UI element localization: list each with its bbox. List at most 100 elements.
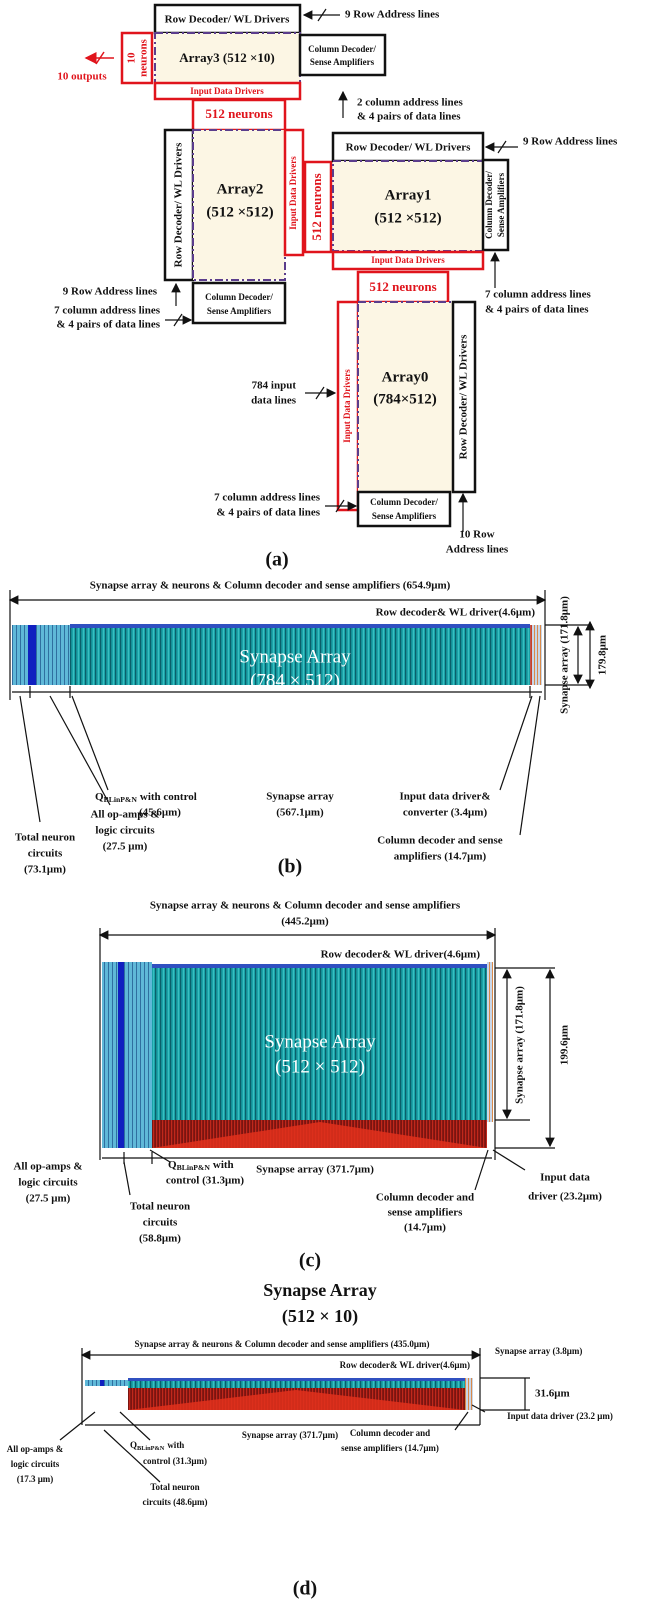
label: Input Data Drivers — [371, 255, 445, 265]
label: circuits (48.6μm) — [143, 1497, 208, 1507]
row-decoder-region — [152, 964, 487, 968]
q-label: control (31.3μm) — [143, 1456, 207, 1466]
leader — [60, 1412, 95, 1440]
label: 10 Row — [459, 529, 494, 541]
label: 7 column address lines — [54, 305, 161, 317]
label: Synapse Array — [263, 1280, 377, 1300]
block — [333, 161, 483, 251]
leader — [150, 1150, 170, 1162]
label: (b) — [278, 856, 302, 878]
label: 9 Row Address lines — [345, 9, 440, 21]
label: 512 neurons — [369, 279, 436, 294]
leader — [493, 1150, 525, 1170]
block — [193, 283, 285, 323]
label: 9 Row Address lines — [523, 136, 618, 148]
label: (58.8μm) — [139, 1233, 181, 1245]
label: logic circuits — [11, 1459, 60, 1469]
neuron-region — [12, 625, 72, 685]
label: All op-amps & — [7, 1444, 64, 1454]
q-text: with — [213, 1159, 234, 1171]
label: Column Decoder/ — [370, 497, 438, 507]
q-subscript: BLinP&N — [104, 795, 138, 804]
driver-region — [465, 1378, 473, 1410]
label: Column Decoder/ — [205, 292, 273, 302]
label: data lines — [251, 395, 297, 407]
driver-region — [530, 625, 542, 685]
label: Column Decoder/ — [484, 171, 494, 239]
label: (c) — [299, 1250, 321, 1272]
label: & 4 pairs of data lines — [485, 304, 589, 316]
label: Synapse array & neurons & Column decoder… — [90, 580, 451, 592]
label: Row Decoder/ WL Drivers — [458, 334, 470, 459]
label: Input data driver (23.2 μm) — [507, 1411, 613, 1421]
label: 512 neurons — [205, 106, 272, 121]
label: Synapse array (3.8μm) — [495, 1346, 582, 1356]
label: Row Decoder/ WL Drivers — [346, 142, 471, 154]
label: & 4 pairs of data lines — [357, 111, 461, 123]
opamp-region — [118, 962, 124, 1148]
leader — [455, 1412, 468, 1430]
label: (784 × 512) — [250, 670, 340, 691]
label: Total neuron — [15, 832, 75, 844]
label: Synapse array (171.8μm) — [514, 986, 526, 1104]
q-text: with control — [140, 791, 197, 803]
block — [300, 35, 385, 75]
label: neurons — [138, 38, 150, 76]
row-decoder-region — [128, 1378, 465, 1381]
label: Column Decoder/ — [308, 44, 376, 54]
label: 784 input — [252, 380, 297, 392]
neuron-region — [85, 1380, 128, 1386]
label: (d) — [293, 1578, 317, 1600]
label: (512 × 10) — [282, 1306, 358, 1327]
label: Input data driver& — [399, 791, 490, 803]
q-subscript: BLinP&N — [177, 1163, 211, 1172]
label: Sense Amplifiers — [310, 57, 375, 67]
label: 512 neurons — [309, 173, 324, 240]
label: (17.3 μm) — [17, 1474, 54, 1484]
label: 7 column address lines — [485, 289, 592, 301]
label: Column decoder and sense — [377, 835, 503, 847]
label: Array1 — [385, 187, 432, 203]
label: Row decoder& WL driver(4.6μm) — [376, 607, 536, 619]
label: (27.5 μm) — [26, 1193, 71, 1205]
leader — [472, 1405, 485, 1412]
label: Synapse array & neurons & Column decoder… — [150, 900, 461, 912]
label: Synapse array (171.8μm) — [559, 596, 571, 714]
label: (512 ×512) — [374, 210, 441, 226]
label: circuits — [143, 1217, 178, 1229]
leader — [520, 696, 540, 835]
label: Synapse Array — [239, 646, 351, 667]
label: 31.6μm — [535, 1388, 570, 1400]
label: Array3 (512 ×10) — [179, 50, 275, 65]
label: Row Decoder/ WL Drivers — [165, 14, 290, 26]
label: (14.7μm) — [404, 1222, 446, 1234]
leader — [124, 1162, 130, 1195]
opamp-region — [100, 1380, 104, 1386]
label: Input Data Drivers — [342, 369, 352, 443]
label: Array2 — [217, 181, 264, 197]
label: 10 — [126, 52, 138, 64]
label: & 4 pairs of data lines — [216, 507, 320, 519]
label: Synapse array — [266, 791, 334, 803]
label: Total neuron — [150, 1482, 199, 1492]
label: Sense Amplifiers — [207, 306, 272, 316]
label: Array0 — [382, 369, 429, 385]
q-label: control (31.3μm) — [166, 1175, 244, 1187]
label: (27.5 μm) — [103, 841, 148, 853]
label: Column decoder and — [376, 1192, 474, 1204]
opamp-region — [28, 625, 36, 685]
label: Input Data Drivers — [288, 156, 298, 230]
label: Total neuron — [130, 1201, 190, 1213]
label: (567.1μm) — [276, 807, 324, 819]
leader — [50, 696, 110, 805]
label: Column decoder and — [350, 1428, 430, 1438]
driver-region — [487, 962, 493, 1122]
label: 179.8μm — [597, 635, 609, 675]
leader — [475, 1150, 488, 1190]
label: Input data — [540, 1172, 590, 1184]
label: & 4 pairs of data lines — [56, 319, 160, 331]
label: (73.1μm) — [24, 864, 66, 876]
label: 7 column address lines — [214, 492, 321, 504]
panel-a-shapes — [86, 5, 518, 532]
